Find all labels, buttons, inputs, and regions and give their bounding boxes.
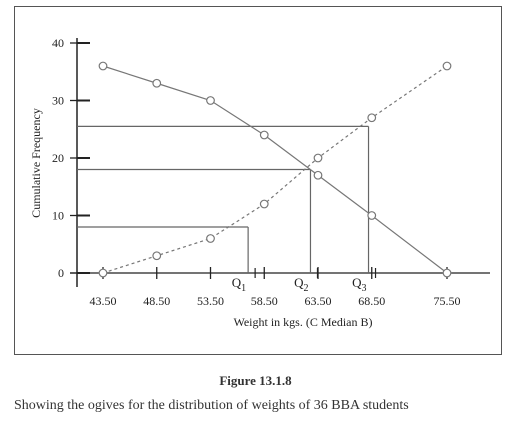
x-tick-label: 63.50	[305, 294, 332, 308]
data-point-marker	[259, 199, 269, 209]
data-point-marker	[152, 78, 162, 88]
chart-frame	[14, 6, 502, 355]
data-point-marker	[206, 234, 215, 243]
x-tick-label: 75.50	[434, 294, 461, 308]
x-tick-label: 48.50	[143, 294, 170, 308]
y-tick-label: 20	[52, 151, 64, 165]
figure-label: Figure 13.1.8	[219, 373, 292, 388]
x-axis-label: Weight in kgs. (C Median B)	[233, 315, 372, 329]
data-point-marker	[259, 130, 269, 140]
data-point-marker	[367, 211, 377, 220]
quartile-label: Q3	[352, 275, 366, 294]
x-tick-label: 68.50	[358, 294, 385, 308]
data-point-marker	[442, 61, 452, 71]
data-point-marker	[98, 61, 108, 71]
data-point-marker	[98, 268, 108, 278]
y-tick-label: 10	[52, 209, 64, 223]
ogive-chart: 0 10 20 30 40 Cumulative Frequency 43.50 48.50 5…	[29, 36, 490, 329]
data-point-marker	[442, 268, 452, 278]
data-point-marker	[206, 96, 215, 105]
data-point-marker	[313, 153, 323, 163]
x-tick-label: 53.50	[197, 294, 224, 308]
figure-caption: Showing the ogives for the distribution …	[14, 398, 409, 413]
x-tick-label: 43.50	[90, 294, 117, 308]
quartile-label: Q1	[232, 275, 246, 294]
y-tick-label: 30	[52, 94, 64, 108]
y-axis-label: Cumulative Frequency	[29, 108, 43, 218]
data-point-marker	[313, 170, 323, 180]
y-tick-label: 0	[58, 266, 64, 280]
data-point-marker	[152, 251, 162, 261]
x-tick-label: 58.50	[251, 294, 278, 308]
data-point-marker	[367, 113, 377, 123]
quartile-label: Q2	[294, 275, 308, 294]
y-tick-label: 40	[52, 36, 64, 50]
